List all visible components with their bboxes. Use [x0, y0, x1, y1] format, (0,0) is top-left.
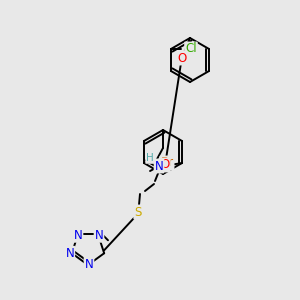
Text: Br: Br	[160, 157, 173, 169]
Text: N: N	[94, 229, 103, 242]
Text: N: N	[65, 247, 74, 260]
Text: N: N	[154, 160, 164, 172]
Text: N: N	[85, 257, 93, 271]
Text: O: O	[160, 158, 170, 172]
Text: O: O	[177, 52, 187, 64]
Text: N: N	[74, 229, 82, 242]
Text: H: H	[146, 153, 154, 163]
Text: S: S	[134, 206, 142, 218]
Text: Cl: Cl	[185, 43, 197, 56]
